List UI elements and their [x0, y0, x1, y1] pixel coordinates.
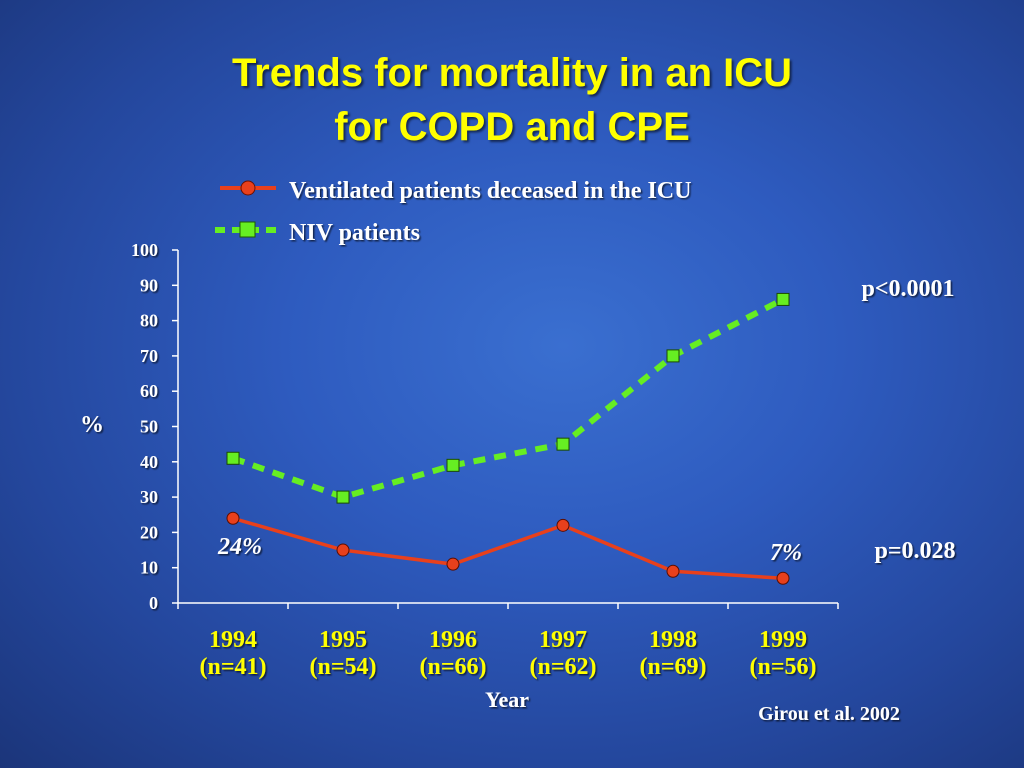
legend-label-ventilated: Ventilated patients deceased in the ICU	[289, 178, 691, 204]
y-tick-label: 90	[140, 275, 158, 295]
x-axis-ticks: 1994(n=41) 1995(n=54) 1996(n=66) 1997(n=62)…	[177, 603, 839, 680]
y-tick-label: 20	[140, 522, 158, 542]
x-tick-sublabel: (n=69)	[639, 654, 706, 680]
y-tick-label: 70	[140, 346, 158, 366]
legend-swatch-ventilated	[220, 180, 276, 196]
y-axis-ticks: 0 10 20 30 40 50 60 70 80 90 100	[131, 240, 178, 613]
series-lines	[232, 296, 785, 581]
legend: Ventilated patients deceased in the ICU …	[215, 178, 691, 246]
y-tick-label: 60	[140, 381, 158, 401]
data-point-niv	[336, 490, 350, 504]
legend-label-niv: NIV patients	[289, 220, 420, 246]
x-tick-label: 1998	[649, 627, 697, 653]
series-line-niv	[232, 296, 785, 501]
series-line-ventilated	[232, 516, 784, 581]
data-point-ventilated	[446, 557, 460, 571]
x-tick-label: 1994	[209, 627, 257, 653]
y-tick-label: 80	[140, 311, 158, 331]
chart-title: Trends for mortality in an ICU for COPD …	[0, 46, 1024, 154]
x-tick-label: 1997	[539, 627, 587, 653]
x-tick-sublabel: (n=66)	[419, 654, 486, 680]
legend-swatch-niv	[215, 221, 278, 238]
annotation-24pct: 24%	[217, 534, 262, 560]
data-point-ventilated	[226, 511, 240, 525]
annotation-7pct: 7%	[770, 540, 802, 566]
data-point-niv	[226, 451, 240, 465]
data-point-niv	[666, 349, 680, 363]
data-point-niv	[776, 292, 790, 306]
x-tick-sublabel: (n=56)	[749, 654, 816, 680]
data-point-niv	[446, 458, 460, 472]
x-axis-label: Year	[485, 687, 529, 712]
p-value-ventilated: p=0.028	[874, 538, 955, 564]
data-point-ventilated	[336, 543, 350, 557]
x-tick-label: 1995	[319, 627, 367, 653]
y-axis-label: %	[80, 412, 104, 438]
series-markers	[226, 292, 790, 585]
p-value-niv: p<0.0001	[861, 276, 954, 302]
y-tick-label: 0	[149, 593, 158, 613]
y-tick-label: 40	[140, 452, 158, 472]
title-line-1: Trends for mortality in an ICU	[231, 51, 793, 95]
data-point-niv	[556, 437, 570, 451]
title-line-2: for COPD and CPE	[334, 105, 690, 149]
data-point-ventilated	[556, 518, 570, 532]
y-tick-label: 30	[140, 487, 158, 507]
x-tick-label: 1999	[759, 627, 807, 653]
data-point-ventilated	[776, 571, 790, 585]
y-tick-label: 50	[140, 417, 158, 437]
x-tick-sublabel: (n=62)	[529, 654, 596, 680]
x-tick-sublabel: (n=54)	[309, 654, 376, 680]
x-tick-sublabel: (n=41)	[199, 654, 266, 680]
data-point-ventilated	[666, 564, 680, 578]
x-tick-label: 1996	[429, 627, 477, 653]
y-tick-label: 100	[131, 240, 158, 260]
y-tick-label: 10	[140, 558, 158, 578]
citation: Girou et al. 2002	[758, 703, 900, 725]
